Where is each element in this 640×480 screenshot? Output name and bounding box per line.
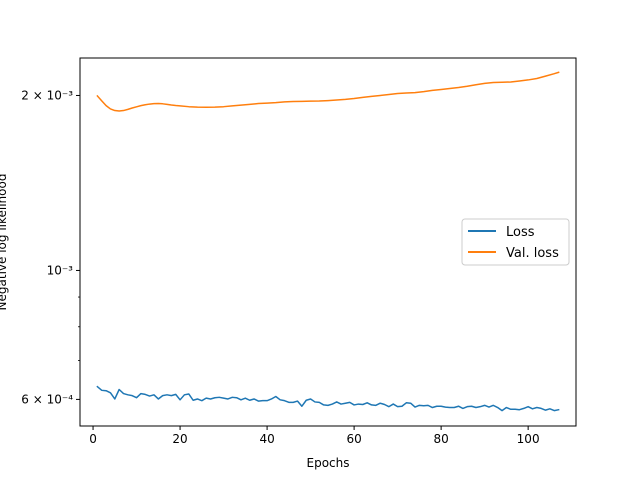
x-axis: 0 20 40 60 80 100	[89, 426, 540, 446]
plot-lines	[96, 71, 560, 412]
legend-label-loss: Loss	[506, 225, 535, 240]
y-tick-label: 10⁻³	[47, 263, 74, 277]
x-tick-label: 40	[259, 432, 274, 446]
x-tick-label: 60	[346, 432, 361, 446]
y-tick-label: 6 × 10⁻⁴	[21, 392, 73, 406]
legend: Loss Val. loss	[461, 218, 570, 266]
legend-label-val-loss: Val. loss	[506, 246, 559, 261]
x-tick-label: 0	[89, 432, 97, 446]
plot-frame	[79, 57, 577, 427]
x-axis-label: Epochs	[307, 456, 350, 470]
y-axis: 6 × 10⁻⁴ 10⁻³ 2 × 10⁻³	[21, 88, 80, 406]
x-tick-label: 100	[517, 432, 540, 446]
y-tick-label: 2 × 10⁻³	[21, 88, 73, 102]
x-tick-label: 20	[172, 432, 187, 446]
series-line-loss	[96, 385, 560, 412]
series-line-val-loss	[96, 71, 560, 112]
x-tick-label: 80	[433, 432, 448, 446]
y-axis-label: Negative log likelihood	[0, 174, 9, 311]
